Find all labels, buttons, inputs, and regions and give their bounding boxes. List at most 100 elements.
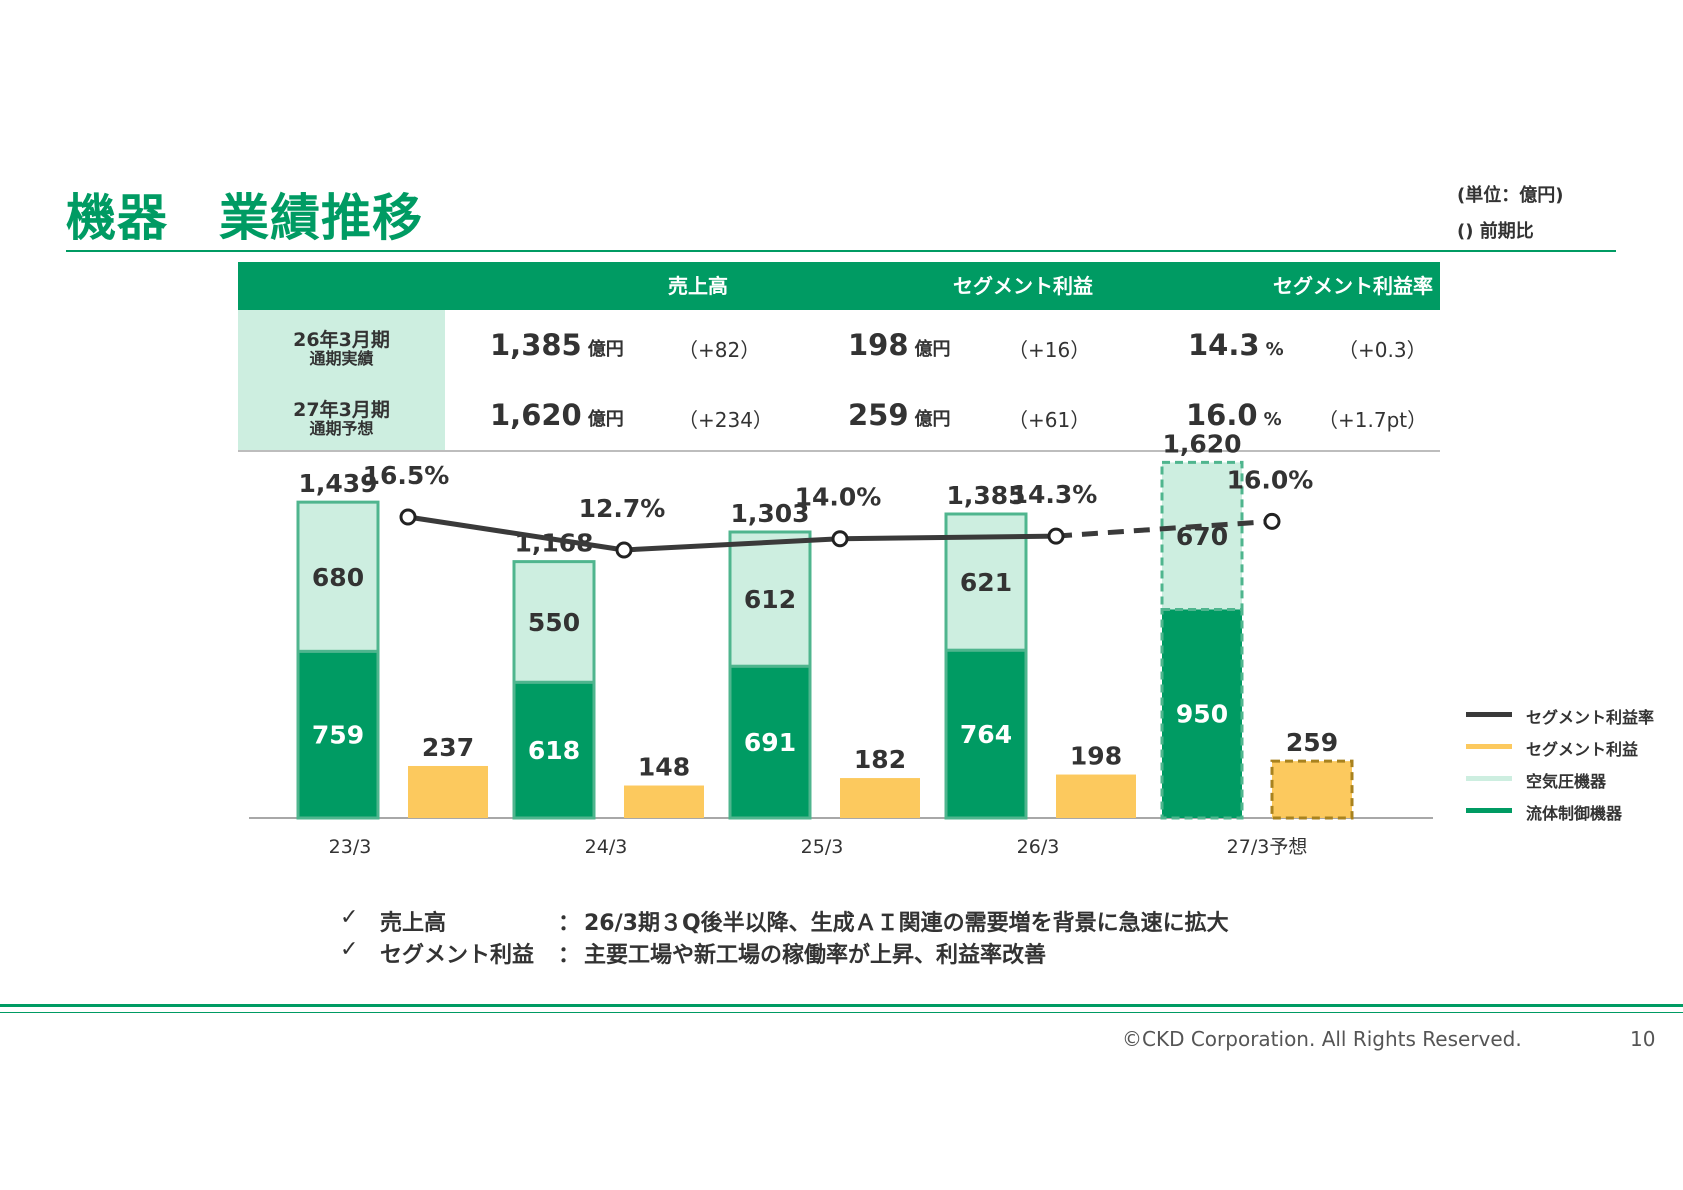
footer-divider-thin [0, 1012, 1683, 1013]
forecast-profit-number: 259 [848, 398, 909, 432]
unit-note: (単位：億円) () 前期比 [1457, 178, 1563, 250]
margin-point [831, 530, 849, 548]
x-tick-label: 27/3予想 [1227, 836, 1308, 858]
margin-point [1263, 512, 1281, 530]
check-icon: ✓ [340, 937, 359, 962]
actual-sales-unit: 億円 [587, 339, 624, 360]
forecast-margin-diff: （+1.7pt） [1318, 408, 1428, 432]
label-total-sales: 1,620 [1162, 429, 1241, 458]
summary-header-row: 売上高 セグメント利益 セグメント利益率 [238, 262, 1440, 310]
label-segment-profit: 182 [854, 745, 906, 774]
margin-line-segment [407, 514, 625, 553]
label-fluid-control: 618 [528, 736, 580, 765]
bar-fluid-control [296, 649, 380, 820]
label-pneumatic: 612 [744, 585, 796, 614]
actual-sales-value: 1,385 億円 [490, 328, 624, 362]
bar-segment-profit [1270, 759, 1354, 820]
legend-label-fluid: 流体制御機器 [1526, 804, 1623, 823]
label-total-sales: 1,439 [298, 469, 377, 498]
legend-label-margin: セグメント利益率 [1526, 708, 1655, 727]
label-fluid-control: 950 [1176, 700, 1228, 729]
legend-item-pneumatic: 空気圧機器 [1466, 764, 1683, 794]
check-icon: ✓ [340, 905, 359, 930]
row-label-forecast: 27年3月期 通期予想 [238, 400, 445, 438]
bar-fluid-control [512, 680, 596, 820]
bar-fluid-control [944, 648, 1028, 820]
label-segment-profit: 237 [422, 733, 474, 762]
legend-swatch-profit [1466, 744, 1512, 749]
actual-profit-unit: 億円 [914, 339, 951, 360]
forecast-margin-number: 16.0 [1186, 398, 1258, 432]
note-sales-label: 売上高 [380, 911, 447, 936]
column-header-sales: 売上高 [668, 274, 728, 298]
bar-pneumatic [296, 500, 380, 653]
legend-item-fluid: 流体制御機器 [1466, 796, 1683, 826]
actual-profit-number: 198 [848, 328, 909, 362]
forecast-profit-unit: 億円 [914, 409, 951, 430]
label-fluid-control: 764 [960, 720, 1012, 749]
legend-label-profit: セグメント利益 [1526, 740, 1639, 759]
copyright: ©CKD Corporation. All Rights Reserved. [1122, 1027, 1522, 1051]
title-divider [66, 250, 1616, 252]
bar-segment-profit [1056, 774, 1136, 818]
label-segment-profit: 198 [1070, 742, 1122, 771]
actual-profit-value: 198 億円 [848, 328, 951, 362]
comparison-note: () 前期比 [1457, 221, 1534, 242]
bar-fluid-control [728, 664, 812, 820]
row-label-forecast-type: 通期予想 [309, 419, 374, 438]
row-label-forecast-period: 27年3月期 [293, 399, 390, 421]
row-label-actual-period: 26年3月期 [293, 329, 390, 351]
forecast-margin-unit: % [1263, 409, 1282, 430]
note-sales-text: 26/3期３Q後半以降、生成ＡＩ関連の需要増を背景に急速に拡大 [584, 911, 1229, 936]
actual-sales-number: 1,385 [490, 328, 582, 362]
margin-point [399, 508, 417, 526]
forecast-profit-value: 259 億円 [848, 398, 951, 432]
actual-margin-number: 14.3 [1188, 328, 1260, 362]
label-margin-rate: 16.5% [363, 461, 450, 490]
label-margin-rate: 12.7% [579, 494, 666, 523]
footer-divider [0, 1004, 1683, 1007]
label-pneumatic: 680 [312, 563, 364, 592]
legend-swatch-margin [1466, 712, 1512, 717]
label-segment-profit: 148 [638, 753, 690, 782]
margin-line-segment [1055, 518, 1273, 539]
margin-point [1047, 527, 1065, 545]
label-margin-rate: 14.3% [1011, 480, 1098, 509]
label-fluid-control: 759 [312, 721, 364, 750]
note-profit-text: 主要工場や新工場の稼働率が上昇、利益率改善 [584, 943, 1047, 968]
row-label-actual-type: 通期実績 [309, 349, 374, 368]
forecast-profit-diff: （+61） [1008, 408, 1091, 432]
bar-fluid-control [1160, 607, 1244, 820]
legend-swatch-fluid [1466, 808, 1512, 813]
legend-item-margin: セグメント利益率 [1466, 700, 1683, 730]
summary-row-labels: 26年3月期 通期実績 27年3月期 通期予想 [238, 310, 445, 452]
x-tick-label: 25/3 [801, 836, 844, 858]
column-header-margin: セグメント利益率 [1273, 274, 1433, 298]
summary-bottom-border [238, 450, 1440, 452]
label-total-sales: 1,385 [946, 481, 1025, 510]
note-profit-label: セグメント利益 [380, 943, 535, 968]
row-label-actual: 26年3月期 通期実績 [238, 330, 445, 368]
x-tick-label: 24/3 [585, 836, 628, 858]
note-profit-colon: ： [558, 943, 581, 968]
actual-margin-value: 14.3% [1188, 328, 1284, 362]
actual-profit-diff: （+16） [1008, 338, 1091, 362]
forecast-margin-value: 16.0% [1186, 398, 1282, 432]
actual-margin-unit: % [1265, 339, 1284, 360]
column-header-profit: セグメント利益 [953, 274, 1093, 298]
label-fluid-control: 691 [744, 728, 796, 757]
label-margin-rate: 14.0% [795, 483, 882, 512]
x-tick-label: 26/3 [1017, 836, 1060, 858]
bar-segment-profit [840, 778, 920, 818]
actual-sales-diff: （+82） [678, 338, 761, 362]
forecast-sales-unit: 億円 [587, 409, 624, 430]
legend-swatch-pneumatic [1466, 776, 1512, 781]
legend-item-profit: セグメント利益 [1466, 732, 1683, 762]
page-number: 10 [1630, 1027, 1656, 1051]
label-total-sales: 1,303 [730, 499, 809, 528]
margin-point [615, 541, 633, 559]
margin-line-segment [839, 533, 1057, 542]
bar-segment-profit [408, 765, 488, 818]
forecast-sales-value: 1,620 億円 [490, 398, 624, 432]
actual-margin-diff: （+0.3） [1338, 338, 1427, 362]
